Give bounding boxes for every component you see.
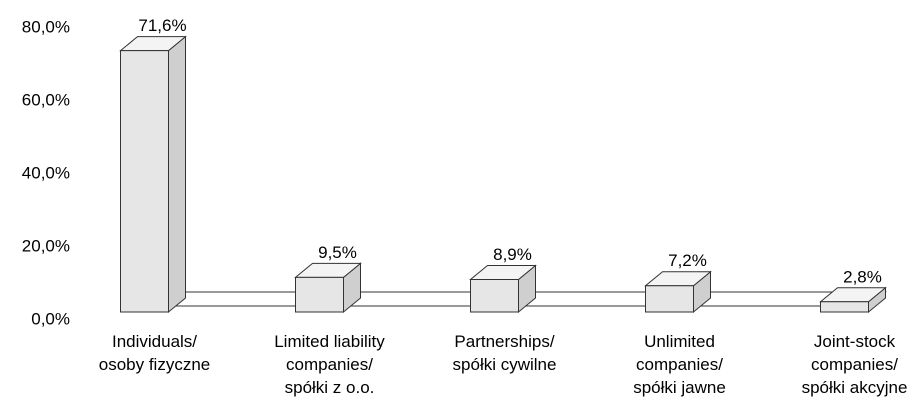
value-label: 9,5% [318,243,357,262]
bar-front [645,285,694,313]
y-tick-label: 80,0% [22,17,70,36]
value-label: 2,8% [843,267,882,286]
x-tick-label: Limited liability companies/ spółki z o.… [274,332,385,397]
value-label: 7,2% [668,251,707,270]
y-tick-label: 0,0% [31,309,70,328]
bar-front [470,279,519,313]
y-tick-label: 20,0% [22,236,70,255]
bar [469,264,537,314]
bar [294,262,362,314]
value-label: 71,6% [138,16,186,35]
x-tick-label: Partnerships/ spółki cywilne [452,332,557,374]
y-tick-label: 40,0% [22,163,70,182]
bar [644,270,712,314]
bar-front [120,50,169,313]
bar-front [295,276,344,313]
bar-front [820,301,869,313]
bar [119,35,187,314]
value-label: 8,9% [493,245,532,264]
bar-side [168,35,186,314]
x-tick-label: Individuals/ osoby fizyczne [98,332,211,374]
x-tick-label: Joint-stock companies/ spółki akcyjne [801,332,908,397]
bar [819,286,887,314]
y-tick-label: 60,0% [22,90,70,109]
x-tick-label: Unlimited companies/ spółki jawne [633,332,726,397]
